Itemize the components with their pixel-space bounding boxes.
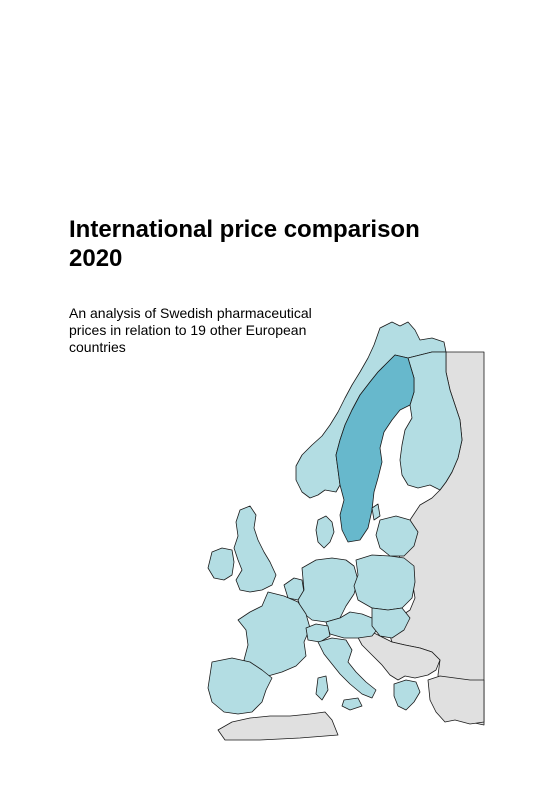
hungary-slovakia-region [371, 607, 411, 639]
uk-country [233, 505, 277, 593]
north-africa-region [217, 711, 339, 741]
title-line-2: 2020 [69, 245, 123, 272]
subtitle-line-3: countries [69, 339, 126, 355]
switzerland-country [305, 623, 331, 643]
greece-country [393, 679, 421, 711]
sicily-island [341, 697, 363, 711]
iberia-region [207, 657, 273, 715]
turkey-region [427, 675, 485, 725]
poland-country [353, 554, 416, 611]
page-title: International price comparison 2020 [69, 215, 489, 273]
balkans-region [354, 629, 441, 681]
page-subtitle: An analysis of Swedish pharmaceutical pr… [69, 305, 369, 356]
ireland-country [207, 547, 235, 581]
finland-country [399, 351, 463, 491]
subtitle-line-2: prices in relation to 19 other European [69, 322, 307, 338]
france-country [237, 591, 311, 677]
denmark-country [315, 515, 335, 549]
italy-country [317, 637, 377, 699]
title-line-1: International price comparison [69, 216, 420, 243]
sweden-country [335, 354, 415, 543]
sardinia-island [315, 675, 329, 701]
gotland-island [371, 503, 381, 521]
subtitle-line-1: An analysis of Swedish pharmaceutical [69, 305, 312, 321]
baltics-region [375, 515, 419, 557]
